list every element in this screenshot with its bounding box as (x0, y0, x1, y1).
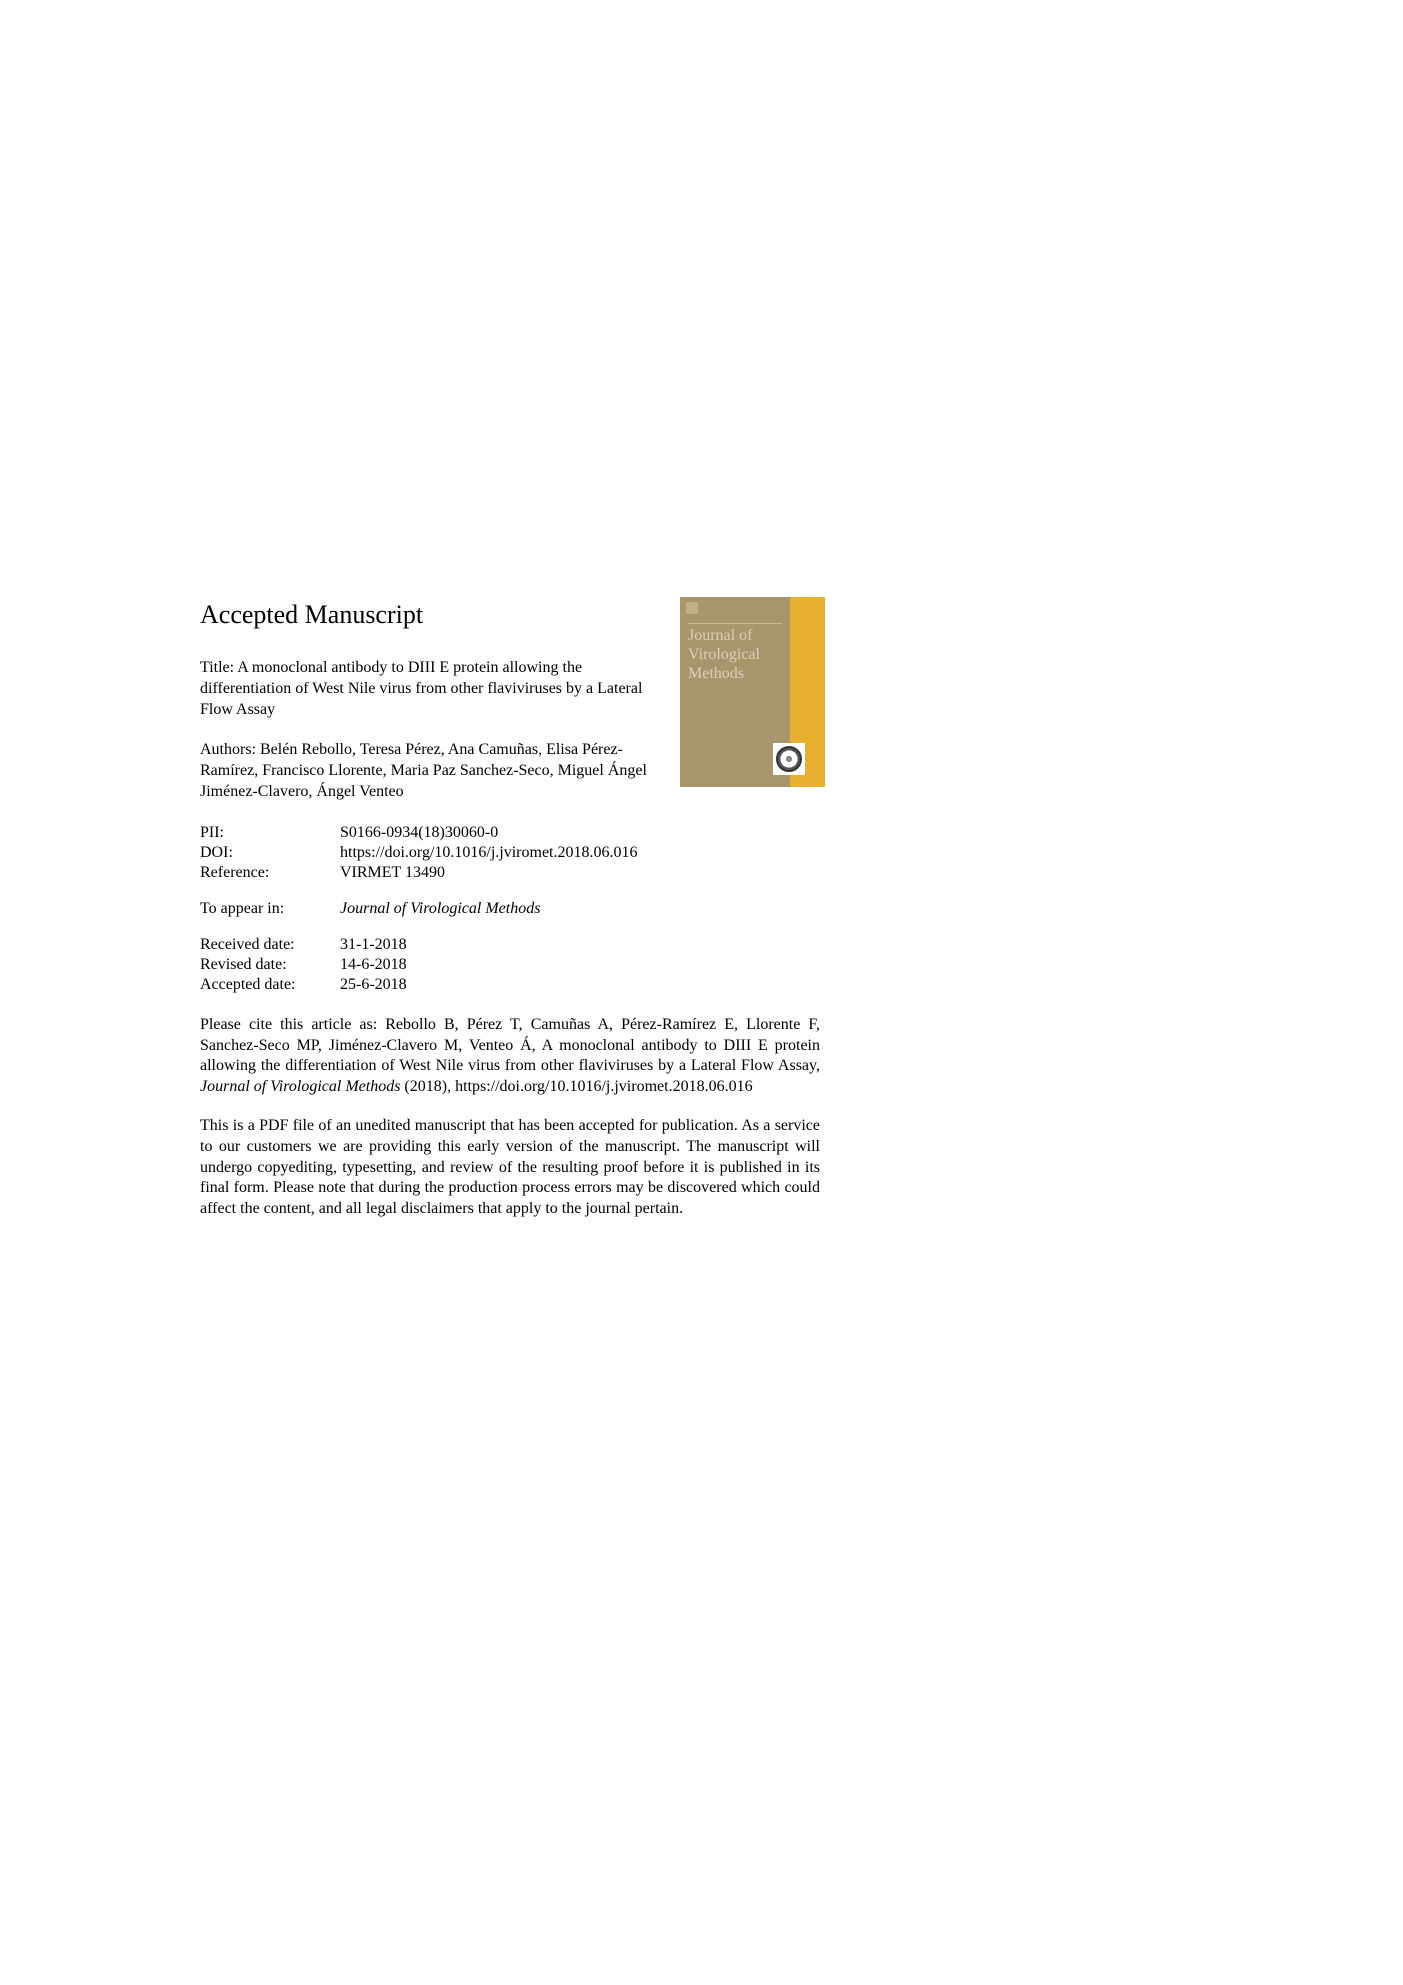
pii-value: S0166-0934(18)30060-0 (340, 823, 637, 843)
accepted-label: Accepted date: (200, 975, 340, 995)
manuscript-page: Accepted Manuscript Title: A monoclonal … (200, 600, 920, 1220)
pii-label: PII: (200, 823, 340, 843)
doi-label: DOI: (200, 843, 340, 863)
title-prefix: Title: (200, 659, 237, 676)
received-label: Received date: (200, 935, 340, 955)
page-heading: Accepted Manuscript (200, 600, 920, 630)
reference-label: Reference: (200, 863, 340, 883)
accepted-row: Accepted date: 25-6-2018 (200, 975, 637, 995)
pii-row: PII: S0166-0934(18)30060-0 (200, 823, 637, 843)
revised-label: Revised date: (200, 955, 340, 975)
appear-label: To appear in: (200, 899, 340, 919)
reference-row: Reference: VIRMET 13490 (200, 863, 637, 883)
reference-value: VIRMET 13490 (340, 863, 637, 883)
received-row: Received date: 31-1-2018 (200, 935, 637, 955)
disclaimer-text: This is a PDF file of an unedited manusc… (200, 1116, 820, 1220)
accepted-value: 25-6-2018 (340, 975, 637, 995)
citation-journal: Journal of Virological Methods (200, 1078, 400, 1095)
citation-block: Please cite this article as: Rebollo B, … (200, 1015, 820, 1098)
appear-row: To appear in: Journal of Virological Met… (200, 899, 637, 919)
citation-text: Please cite this article as: Rebollo B, … (200, 1016, 820, 1075)
revised-row: Revised date: 14-6-2018 (200, 955, 637, 975)
authors-block: Authors: Belén Rebollo, Teresa Pérez, An… (200, 740, 650, 802)
citation-suffix: (2018), https://doi.org/10.1016/j.jvirom… (400, 1078, 752, 1095)
title-block: Title: A monoclonal antibody to DIII E p… (200, 658, 645, 720)
received-value: 31-1-2018 (340, 935, 637, 955)
doi-row: DOI: https://doi.org/10.1016/j.jviromet.… (200, 843, 637, 863)
revised-value: 14-6-2018 (340, 955, 637, 975)
manuscript-title: A monoclonal antibody to DIII E protein … (200, 659, 642, 718)
authors-prefix: Authors: (200, 741, 260, 758)
metadata-table: PII: S0166-0934(18)30060-0 DOI: https://… (200, 823, 637, 995)
appear-value: Journal of Virological Methods (340, 899, 637, 919)
doi-value: https://doi.org/10.1016/j.jviromet.2018.… (340, 843, 637, 863)
authors-list: Belén Rebollo, Teresa Pérez, Ana Camuñas… (200, 741, 647, 800)
